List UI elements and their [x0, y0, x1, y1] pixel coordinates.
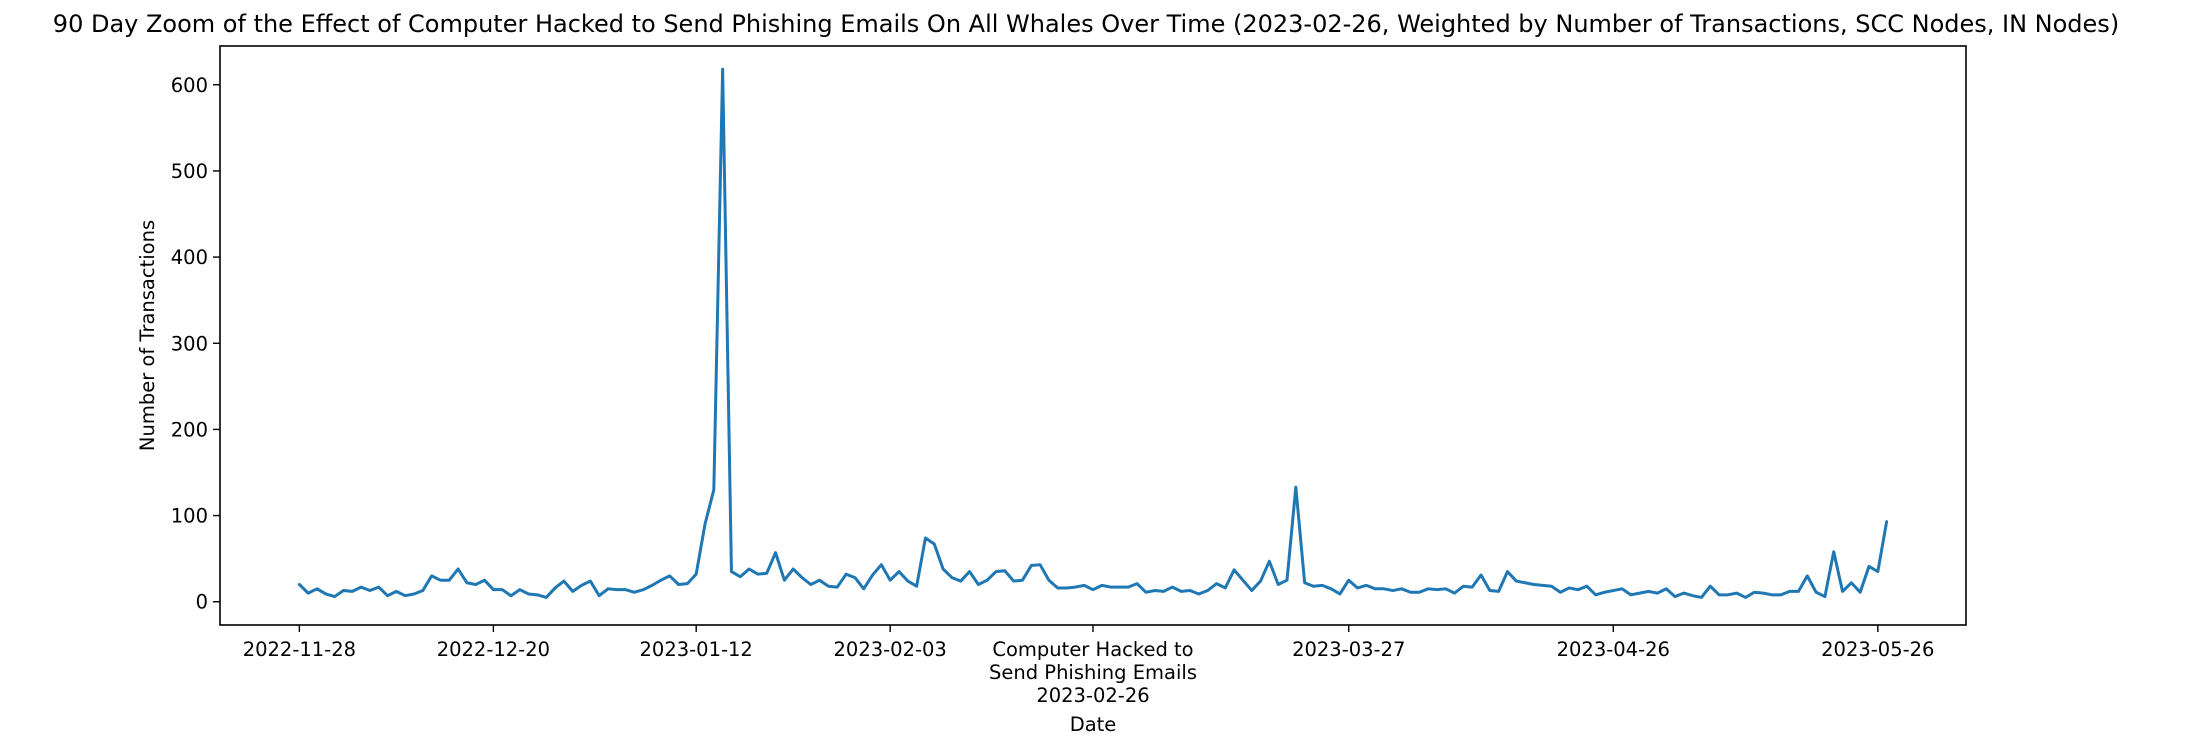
- x-tick-label: 2022-11-28: [243, 638, 356, 661]
- plot-frame: [219, 45, 1967, 626]
- series-layer: [297, 67, 1889, 599]
- x-tick-label: 2023-01-12: [640, 638, 753, 661]
- x-tick-label: 2023-03-27: [1292, 638, 1405, 661]
- y-tick-label: 0: [196, 591, 208, 614]
- y-tick-label: 200: [171, 418, 208, 441]
- event-tick-label-line: Send Phishing Emails: [989, 661, 1197, 684]
- x-tick-label: 2023-05-26: [1821, 638, 1934, 661]
- y-tick-label: 300: [171, 332, 208, 355]
- y-tick-label: 100: [171, 505, 208, 528]
- event-tick-label-line: Computer Hacked to: [992, 638, 1193, 661]
- y-tick-label: 400: [171, 246, 208, 269]
- x-tick-label: 2022-12-20: [437, 638, 550, 661]
- chart-title: 90 Day Zoom of the Effect of Computer Ha…: [53, 10, 2119, 38]
- event-tick-label-line: 2023-02-26: [1036, 684, 1149, 707]
- y-tick-label: 500: [171, 160, 208, 183]
- series-line-0: [297, 67, 1889, 599]
- x-tick-label: 2023-04-26: [1557, 638, 1670, 661]
- x-tick-label: 2023-02-03: [834, 638, 947, 661]
- y-axis-label: Number of Transactions: [136, 220, 159, 451]
- axis-ticks: 0 100 200 300 400 500 600 2022-11-28 2022-12-20 2…: [171, 74, 1935, 707]
- y-tick-label: 600: [171, 74, 208, 97]
- x-axis-label: Date: [1070, 713, 1117, 736]
